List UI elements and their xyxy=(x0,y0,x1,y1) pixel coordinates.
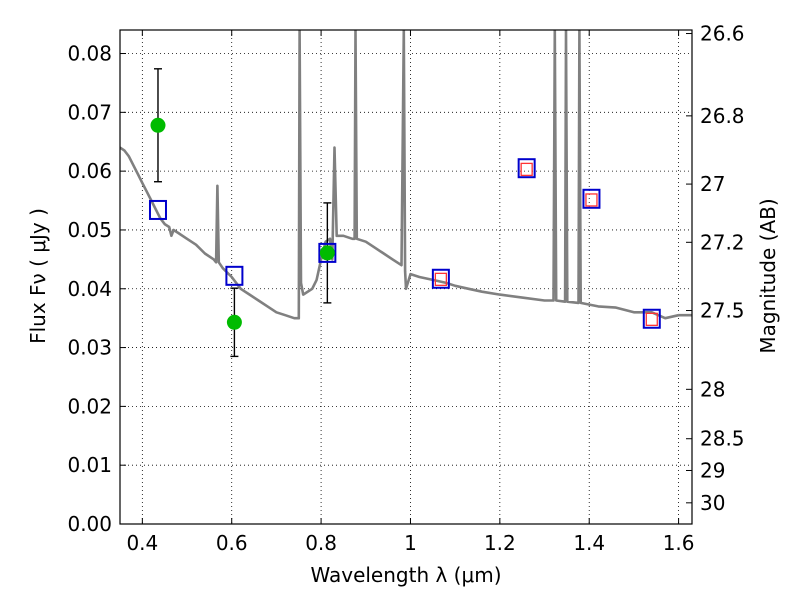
magnitude-tick-label: 27.5 xyxy=(700,299,745,323)
plot-area xyxy=(120,30,692,320)
x-tick-label: 1 xyxy=(404,531,417,555)
y-axis: 0.00 0.01 0.02 0.03 0.04 0.05 0.06 0.07 0.08 xyxy=(67,42,126,536)
model-photometry-square xyxy=(517,158,536,179)
y-tick-label: 0.07 xyxy=(67,100,112,124)
magnitude-tick-label: 29 xyxy=(700,458,725,482)
x-tick-label: 1.6 xyxy=(663,531,695,555)
magnitude-tick-label: 28.5 xyxy=(700,427,745,451)
magnitude-tick-label: 26.8 xyxy=(700,104,745,128)
y-tick-label: 0.08 xyxy=(67,42,112,66)
magnitude-tick-label: 30 xyxy=(700,491,725,515)
x-axis-label: Wavelength λ (μm) xyxy=(310,563,501,587)
x-axis: 0.4 0.6 0.8 1 1.2 1.4 1.6 xyxy=(126,30,695,555)
y-tick-label: 0.05 xyxy=(67,218,112,242)
model-photometry-square xyxy=(225,265,244,286)
x-tick-label: 0.6 xyxy=(216,531,248,555)
y-tick-label: 0.01 xyxy=(67,453,112,477)
model-photometry-square xyxy=(642,308,661,329)
model-photometry-square xyxy=(431,268,450,289)
observed-photometry-point xyxy=(319,245,335,261)
plot-frame xyxy=(119,29,693,525)
y-tick-label: 0.03 xyxy=(67,336,112,360)
observed-nir-square xyxy=(585,193,598,207)
y-tick-label: 0.00 xyxy=(67,512,112,536)
x-tick-label: 0.4 xyxy=(126,531,158,555)
magnitude-tick-label: 27 xyxy=(700,172,725,196)
magnitude-tick-label: 26.6 xyxy=(700,22,745,46)
observed-nir-square xyxy=(645,312,658,326)
grid-lines xyxy=(120,30,692,524)
magnitude-axis: 26.6 26.8 27 27.2 27.5 28 28.5 29 30 xyxy=(686,22,745,515)
observed-nir-square xyxy=(520,162,533,177)
model-spectrum-line xyxy=(120,30,692,320)
observed-nir-square xyxy=(434,272,448,287)
observed-photometry-point xyxy=(150,117,166,133)
x-tick-label: 1.2 xyxy=(484,531,516,555)
magnitude-axis-label: Magnitude (AB) xyxy=(756,198,780,353)
x-tick-label: 0.8 xyxy=(305,531,337,555)
magnitude-tick-label: 28 xyxy=(700,377,725,401)
x-tick-label: 1.4 xyxy=(573,531,605,555)
model-photometry-square xyxy=(148,199,167,220)
model-photometry-square xyxy=(318,242,337,263)
y-tick-label: 0.04 xyxy=(67,277,112,301)
observed-photometry-point xyxy=(226,314,242,330)
y-axis-label: Flux Fν ( μJy ) xyxy=(26,208,50,344)
y-tick-label: 0.02 xyxy=(67,394,112,418)
model-photometry-square xyxy=(582,188,601,209)
magnitude-tick-label: 27.2 xyxy=(700,230,745,254)
y-tick-label: 0.06 xyxy=(67,159,112,183)
